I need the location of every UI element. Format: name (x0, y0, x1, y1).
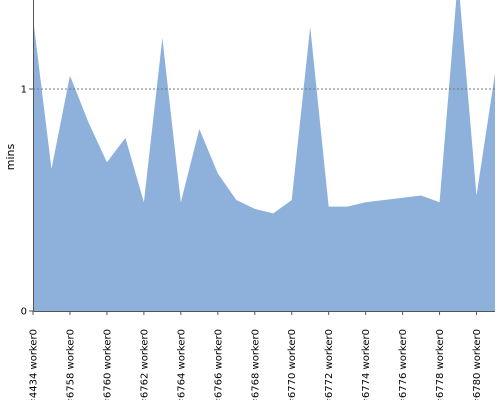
x-tick-label: #6780 worker0 (472, 329, 483, 400)
x-tick-label: #6768 worker0 (250, 329, 261, 400)
x-tick-label: #6774 worker0 (361, 329, 372, 400)
x-tick-label: #6762 worker0 (139, 329, 150, 400)
axes: 0 1 #4434 worker0 #6758 worker0 #6760 worker… (21, 0, 495, 400)
x-tick-label: #6760 worker0 (102, 329, 113, 400)
plot-area (33, 0, 495, 311)
y-axis-label: mins (4, 143, 17, 170)
x-tick-label: #6776 worker0 (398, 329, 409, 400)
x-tick-label: #6758 worker0 (65, 329, 76, 400)
x-tick-label: #6764 worker0 (176, 329, 187, 400)
x-tick-label: #6770 worker0 (287, 329, 298, 400)
x-tick-label: #6772 worker0 (324, 329, 335, 400)
x-tick-label: #6778 worker0 (435, 329, 446, 400)
x-tick-label: #4434 worker0 (29, 329, 40, 400)
x-tick-label: #6766 worker0 (213, 329, 224, 400)
y-tick-label: 0 (21, 307, 27, 318)
y-tick-label: 1 (21, 85, 27, 96)
series-area (33, 0, 495, 311)
